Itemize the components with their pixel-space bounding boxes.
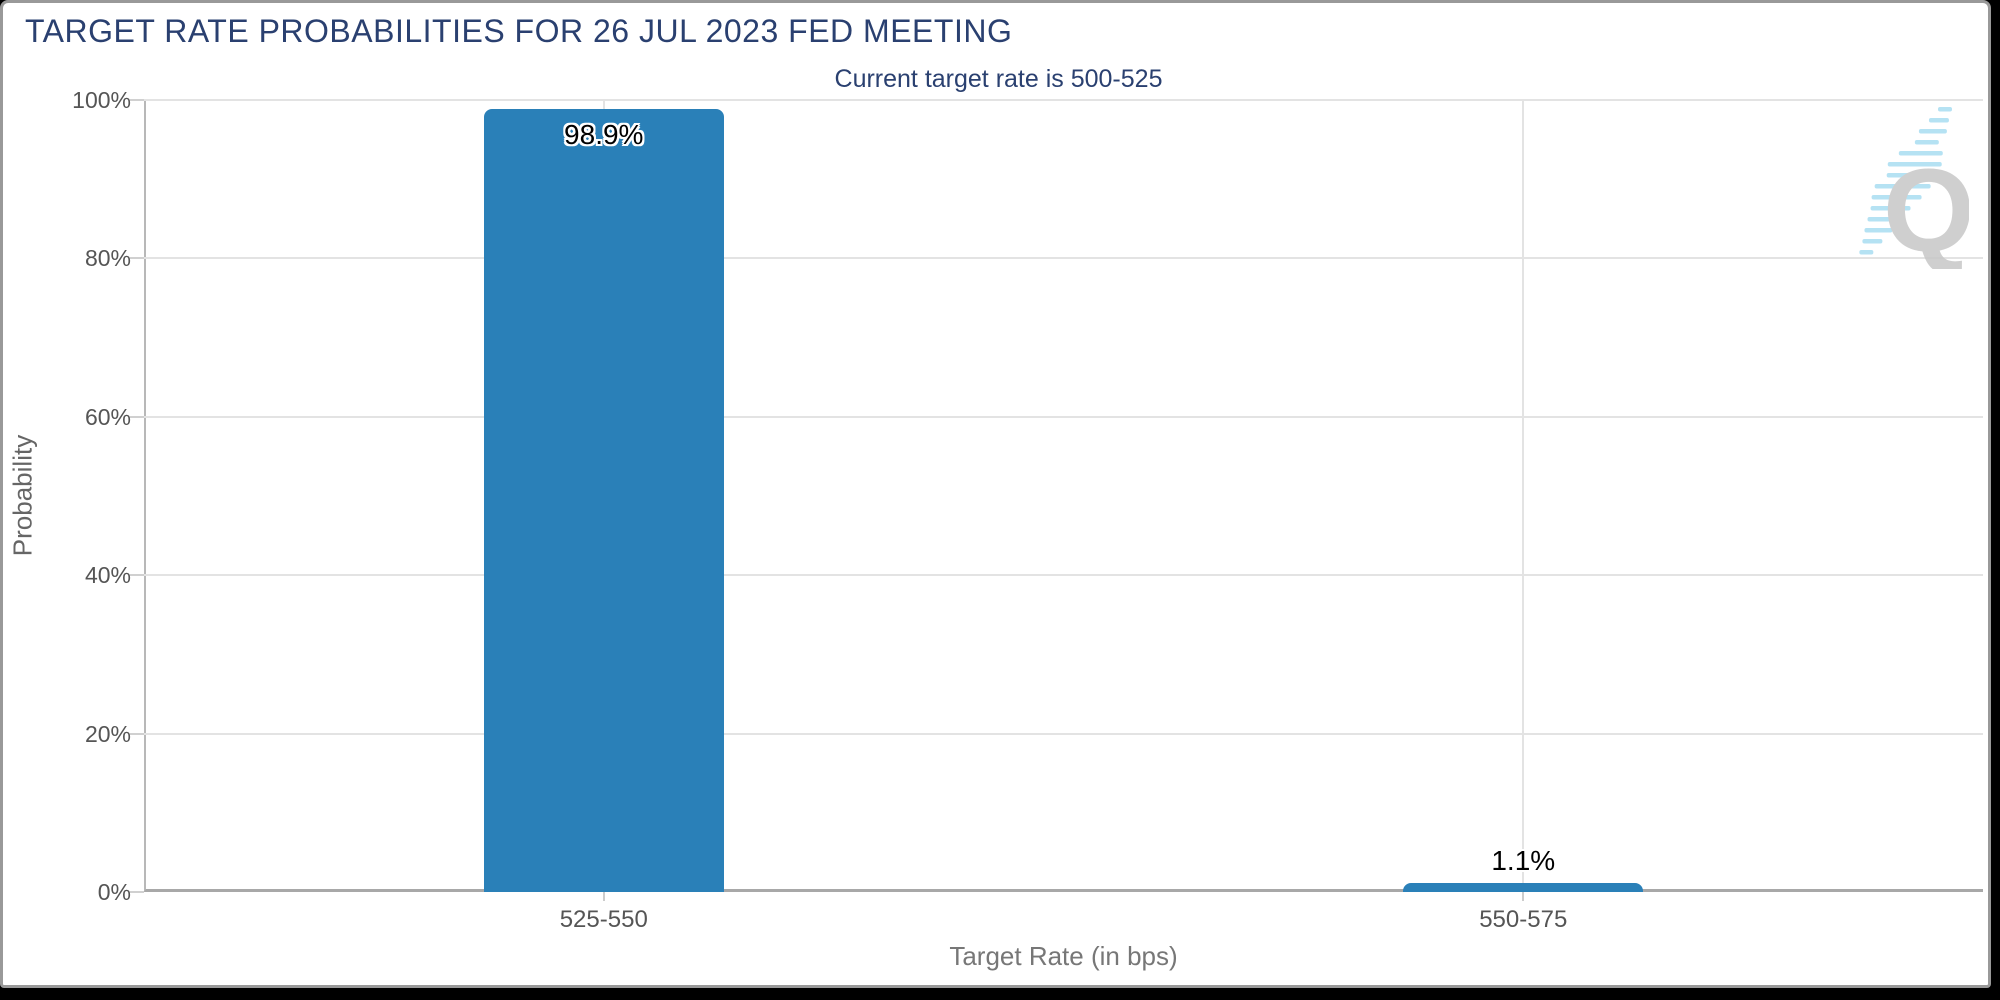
y-tick-label: 20% (84, 720, 131, 747)
plot-area (144, 100, 1983, 892)
gridline-h (144, 415, 1983, 418)
x-axis-title: Target Rate (in bps) (949, 941, 1178, 971)
bar-value-label: 98.9% (564, 118, 644, 150)
y-tick-mark (130, 891, 144, 893)
y-tick-mark (130, 257, 144, 260)
y-tick-label: 40% (84, 562, 131, 589)
y-tick-label: 0% (97, 879, 131, 905)
y-tick-label: 100% (72, 87, 131, 113)
y-tick-mark (130, 415, 144, 418)
gridline-h (144, 574, 1983, 577)
x-tick-mark (602, 892, 605, 901)
x-tick-mark (1522, 892, 1525, 901)
y-tick-mark (130, 99, 144, 101)
y-tick-mark (130, 732, 144, 735)
probability-bar[interactable] (1403, 883, 1644, 892)
bar-value-label: 1.1% (1491, 845, 1556, 877)
chart-subtitle: Current target rate is 500-525 (834, 65, 1163, 93)
probability-bar[interactable] (483, 108, 724, 892)
x-category-label: 550-575 (1479, 906, 1568, 933)
page-title: TARGET RATE PROBABILITIES FOR 26 JUL 202… (25, 13, 1013, 49)
x-category-label: 525-550 (559, 906, 648, 933)
y-tick-label: 60% (84, 403, 131, 430)
gridline-h (144, 257, 1983, 260)
y-tick-mark (130, 574, 144, 577)
gridline-h (144, 99, 1983, 101)
gridline-v (1522, 100, 1525, 892)
y-tick-label: 80% (84, 245, 131, 272)
gridline-h (144, 732, 1983, 735)
